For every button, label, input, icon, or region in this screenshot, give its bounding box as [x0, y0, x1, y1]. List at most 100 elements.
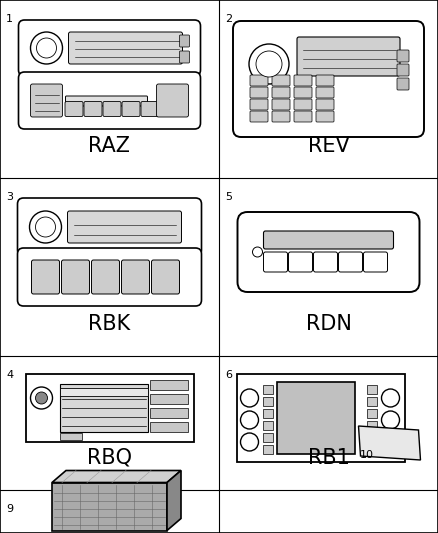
FancyBboxPatch shape: [68, 32, 183, 64]
Circle shape: [29, 211, 61, 243]
Bar: [262, 409, 272, 418]
Bar: [367, 421, 377, 430]
Circle shape: [240, 389, 258, 407]
FancyBboxPatch shape: [65, 101, 83, 117]
FancyBboxPatch shape: [233, 21, 424, 137]
FancyBboxPatch shape: [272, 111, 290, 122]
FancyBboxPatch shape: [250, 87, 268, 98]
Bar: [367, 445, 377, 454]
FancyBboxPatch shape: [294, 111, 312, 122]
Bar: [60, 433, 81, 440]
Bar: [276, 382, 354, 454]
Bar: [262, 397, 272, 406]
Bar: [149, 394, 187, 404]
FancyBboxPatch shape: [297, 37, 400, 76]
Circle shape: [31, 32, 63, 64]
FancyBboxPatch shape: [121, 260, 149, 294]
FancyBboxPatch shape: [264, 231, 393, 249]
Circle shape: [240, 433, 258, 451]
Bar: [367, 385, 377, 394]
FancyBboxPatch shape: [272, 75, 290, 86]
Polygon shape: [52, 471, 181, 482]
Bar: [367, 409, 377, 418]
FancyBboxPatch shape: [272, 99, 290, 110]
FancyBboxPatch shape: [18, 72, 201, 129]
Circle shape: [252, 247, 262, 257]
FancyBboxPatch shape: [316, 87, 334, 98]
FancyBboxPatch shape: [250, 111, 268, 122]
Circle shape: [35, 217, 56, 237]
Polygon shape: [358, 426, 420, 460]
FancyBboxPatch shape: [18, 20, 201, 76]
FancyBboxPatch shape: [364, 252, 388, 272]
Circle shape: [381, 411, 399, 429]
Bar: [237, 374, 405, 462]
FancyBboxPatch shape: [180, 35, 190, 47]
Bar: [262, 445, 272, 454]
FancyBboxPatch shape: [122, 101, 140, 117]
FancyBboxPatch shape: [397, 64, 409, 76]
Bar: [262, 421, 272, 430]
Text: 3: 3: [6, 192, 13, 202]
Text: RDN: RDN: [306, 314, 351, 334]
FancyBboxPatch shape: [294, 75, 312, 86]
FancyBboxPatch shape: [316, 111, 334, 122]
Text: 9: 9: [6, 504, 13, 514]
FancyBboxPatch shape: [156, 84, 188, 117]
FancyBboxPatch shape: [397, 50, 409, 62]
Bar: [367, 397, 377, 406]
FancyBboxPatch shape: [67, 211, 181, 243]
Circle shape: [36, 38, 57, 58]
FancyBboxPatch shape: [316, 99, 334, 110]
FancyBboxPatch shape: [141, 101, 159, 117]
FancyBboxPatch shape: [250, 99, 268, 110]
FancyBboxPatch shape: [66, 96, 148, 106]
FancyBboxPatch shape: [397, 78, 409, 90]
Circle shape: [381, 389, 399, 407]
Circle shape: [256, 51, 282, 77]
Text: RB1: RB1: [307, 448, 350, 468]
FancyBboxPatch shape: [31, 84, 63, 117]
FancyBboxPatch shape: [272, 87, 290, 98]
Bar: [262, 385, 272, 394]
Bar: [149, 422, 187, 432]
FancyBboxPatch shape: [152, 260, 180, 294]
Text: 10: 10: [360, 450, 374, 460]
Circle shape: [249, 44, 289, 84]
Bar: [367, 433, 377, 442]
Bar: [262, 433, 272, 442]
Text: RBQ: RBQ: [87, 448, 132, 468]
Bar: [149, 380, 187, 390]
Text: 6: 6: [225, 370, 232, 380]
FancyBboxPatch shape: [32, 260, 60, 294]
FancyBboxPatch shape: [84, 101, 102, 117]
FancyBboxPatch shape: [92, 260, 120, 294]
Circle shape: [31, 387, 53, 409]
FancyBboxPatch shape: [61, 260, 89, 294]
FancyBboxPatch shape: [314, 252, 338, 272]
FancyBboxPatch shape: [316, 75, 334, 86]
FancyBboxPatch shape: [294, 87, 312, 98]
Text: 5: 5: [225, 192, 232, 202]
FancyBboxPatch shape: [18, 198, 201, 256]
FancyBboxPatch shape: [339, 252, 363, 272]
FancyBboxPatch shape: [289, 252, 312, 272]
Circle shape: [381, 433, 399, 451]
FancyBboxPatch shape: [237, 212, 420, 292]
Bar: [25, 374, 194, 442]
FancyBboxPatch shape: [103, 101, 121, 117]
Text: RBK: RBK: [88, 314, 131, 334]
Circle shape: [35, 392, 47, 404]
Polygon shape: [167, 471, 181, 530]
FancyBboxPatch shape: [264, 252, 287, 272]
Text: RAZ: RAZ: [88, 136, 131, 156]
Text: 1: 1: [6, 14, 13, 24]
Bar: [60, 388, 148, 396]
FancyBboxPatch shape: [180, 51, 190, 63]
Text: 4: 4: [6, 370, 13, 380]
FancyBboxPatch shape: [250, 75, 268, 86]
FancyBboxPatch shape: [18, 248, 201, 306]
Circle shape: [240, 411, 258, 429]
Bar: [149, 408, 187, 418]
Text: REV: REV: [307, 136, 350, 156]
